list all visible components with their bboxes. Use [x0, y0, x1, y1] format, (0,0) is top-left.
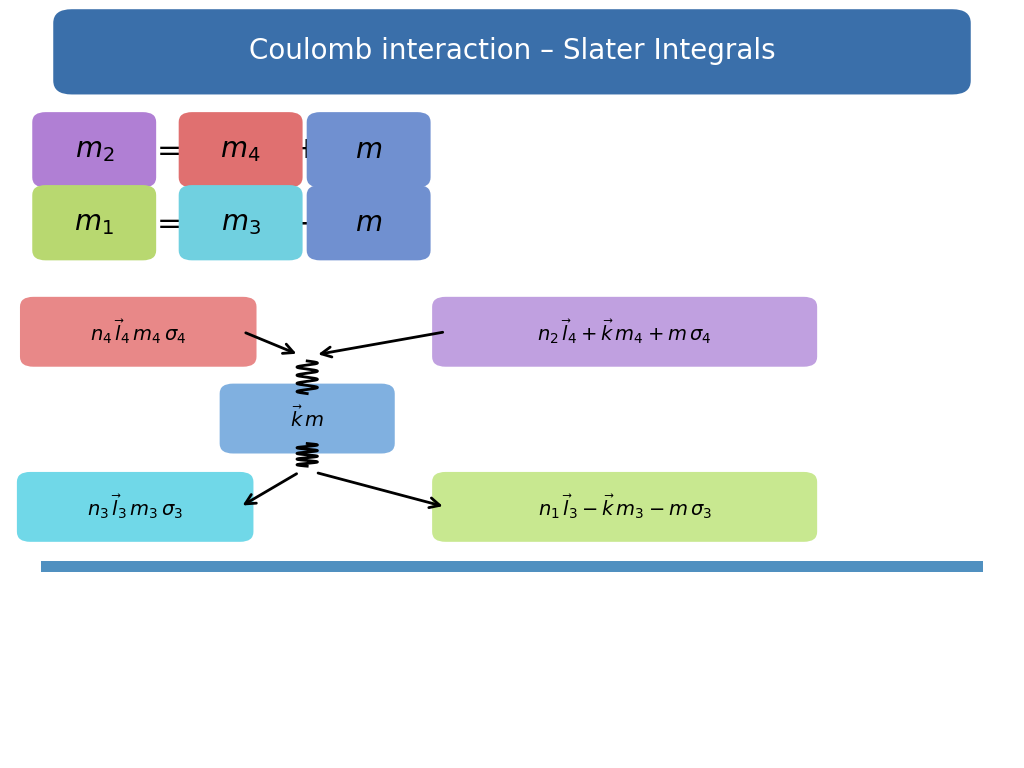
Text: $n_1\,\vec{l}_3-\vec{k}\,m_3-m\,\sigma_3$: $n_1\,\vec{l}_3-\vec{k}\,m_3-m\,\sigma_3… — [538, 492, 712, 521]
FancyBboxPatch shape — [307, 185, 430, 260]
FancyBboxPatch shape — [20, 297, 256, 367]
FancyBboxPatch shape — [432, 472, 817, 542]
FancyBboxPatch shape — [33, 112, 156, 187]
FancyBboxPatch shape — [33, 185, 156, 260]
FancyBboxPatch shape — [178, 185, 303, 260]
Text: $n_2\,\vec{l}_4+\vec{k}\,m_4+m\,\sigma_4$: $n_2\,\vec{l}_4+\vec{k}\,m_4+m\,\sigma_4… — [538, 317, 712, 346]
FancyBboxPatch shape — [219, 384, 394, 453]
Bar — [41, 561, 983, 572]
Text: $=$: $=$ — [151, 208, 181, 237]
Text: $\vec{k}\,m$: $\vec{k}\,m$ — [290, 406, 325, 431]
Text: $m$: $m$ — [355, 136, 382, 164]
FancyBboxPatch shape — [178, 112, 303, 187]
Text: $m_1$: $m_1$ — [75, 209, 114, 237]
Text: $m$: $m$ — [355, 209, 382, 237]
FancyBboxPatch shape — [53, 9, 971, 94]
Text: $=$: $=$ — [151, 135, 181, 164]
Text: $m_4$: $m_4$ — [220, 136, 261, 164]
FancyBboxPatch shape — [307, 112, 430, 187]
FancyBboxPatch shape — [17, 472, 254, 542]
Text: $m_2$: $m_2$ — [75, 136, 114, 164]
Text: $n_3\,\vec{l}_3\,m_3\,\sigma_3$: $n_3\,\vec{l}_3\,m_3\,\sigma_3$ — [87, 492, 183, 521]
FancyBboxPatch shape — [432, 297, 817, 367]
Text: $m_3$: $m_3$ — [221, 209, 260, 237]
Text: $+$: $+$ — [293, 135, 317, 164]
Text: $n_4\,\vec{l}_4\,m_4\,\sigma_4$: $n_4\,\vec{l}_4\,m_4\,\sigma_4$ — [90, 317, 186, 346]
Text: Coulomb interaction – Slater Integrals: Coulomb interaction – Slater Integrals — [249, 38, 775, 65]
Text: $-$: $-$ — [293, 208, 317, 237]
